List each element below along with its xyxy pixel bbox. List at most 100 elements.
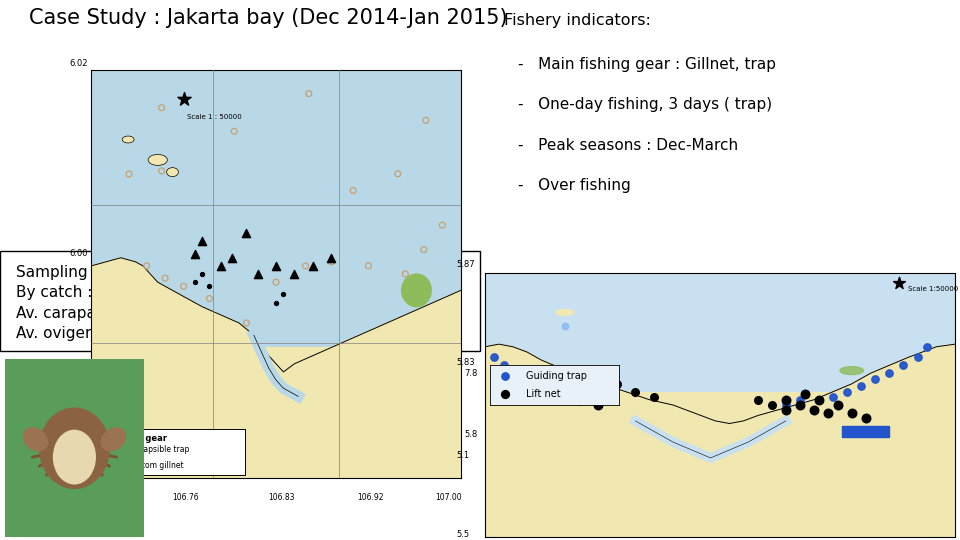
Text: Fishing gear: Fishing gear xyxy=(108,434,167,443)
Point xyxy=(779,406,794,415)
Point xyxy=(853,382,869,391)
Point xyxy=(609,380,624,388)
Point xyxy=(858,414,874,422)
Point xyxy=(829,401,846,409)
Point xyxy=(586,390,601,399)
Point xyxy=(543,382,559,391)
Point xyxy=(806,406,822,415)
Point xyxy=(227,127,242,136)
Point xyxy=(325,219,341,227)
Ellipse shape xyxy=(101,428,126,451)
Ellipse shape xyxy=(149,155,167,165)
Text: 106.76: 106.76 xyxy=(173,494,199,502)
Text: 6.00: 6.00 xyxy=(69,249,87,258)
Point xyxy=(792,401,807,409)
Text: Sampling (n = 12 vessels): Sampling (n = 12 vessels) xyxy=(16,265,217,280)
Point xyxy=(268,298,284,307)
Text: Bottom gillnet: Bottom gillnet xyxy=(129,461,183,470)
Point xyxy=(202,282,217,291)
Text: 106.67: 106.67 xyxy=(91,494,118,502)
Text: -   Peak seasons : Dec-March: - Peak seasons : Dec-March xyxy=(518,138,738,153)
Text: 5.8: 5.8 xyxy=(465,430,478,439)
Ellipse shape xyxy=(54,430,95,484)
Point xyxy=(839,388,854,396)
Point xyxy=(157,274,173,282)
Point xyxy=(419,116,434,125)
Text: 7.8: 7.8 xyxy=(465,369,478,378)
Polygon shape xyxy=(485,344,955,537)
Point xyxy=(139,261,155,270)
Point xyxy=(811,395,827,404)
Text: Case Study : Jakarta bay (Dec 2014-Jan 2015): Case Study : Jakarta bay (Dec 2014-Jan 2… xyxy=(29,8,508,28)
Point xyxy=(346,186,361,195)
Point xyxy=(268,261,284,270)
Point xyxy=(176,94,191,103)
Point xyxy=(250,270,265,279)
Text: Lift net: Lift net xyxy=(526,389,561,399)
Point xyxy=(881,369,897,377)
Point xyxy=(435,221,450,230)
Point xyxy=(571,395,587,404)
Ellipse shape xyxy=(840,367,863,375)
Text: 106.83: 106.83 xyxy=(269,494,295,502)
Text: 6.08: 6.08 xyxy=(69,381,87,390)
Point xyxy=(213,261,228,270)
Text: Av. carapace width : GN (91.8 mm) ; Trap (107.23 mm): Av. carapace width : GN (91.8 mm) ; Trap… xyxy=(16,306,436,321)
Point xyxy=(792,395,807,404)
Point xyxy=(397,270,413,279)
Text: Guiding trap: Guiding trap xyxy=(526,371,587,381)
Text: By catch : GN (1 : 0.4) ;  Trap ( 1:0.22): By catch : GN (1 : 0.4) ; Trap ( 1:0.22) xyxy=(16,285,308,300)
Ellipse shape xyxy=(167,168,178,176)
Point xyxy=(594,388,611,396)
Point xyxy=(910,353,925,362)
Point xyxy=(562,374,577,383)
Point xyxy=(562,374,577,383)
Point xyxy=(325,356,341,365)
Point xyxy=(821,409,836,417)
Point xyxy=(826,393,841,401)
Point xyxy=(487,353,502,362)
Point xyxy=(811,395,827,404)
Point xyxy=(202,294,217,303)
Point xyxy=(239,229,254,238)
Point xyxy=(298,261,313,270)
Point xyxy=(599,393,614,401)
Point xyxy=(779,395,794,404)
Ellipse shape xyxy=(23,428,48,451)
Point xyxy=(920,342,935,351)
Text: 6.17: 6.17 xyxy=(69,483,87,492)
Text: Scale 1 : 50000: Scale 1 : 50000 xyxy=(187,114,242,120)
Point xyxy=(547,369,563,377)
Point xyxy=(194,237,209,246)
Text: -   One-day fishing, 3 days ( trap): - One-day fishing, 3 days ( trap) xyxy=(518,97,773,112)
Point xyxy=(891,279,906,288)
Point xyxy=(224,253,239,262)
Point xyxy=(590,401,606,409)
Point xyxy=(416,245,431,254)
Bar xyxy=(842,426,889,437)
Point xyxy=(194,270,209,279)
Text: 5.1: 5.1 xyxy=(457,451,469,460)
Ellipse shape xyxy=(555,309,574,316)
FancyBboxPatch shape xyxy=(91,70,461,347)
Text: Collapsible trap: Collapsible trap xyxy=(129,446,189,455)
Text: 5.5: 5.5 xyxy=(457,530,469,539)
Point xyxy=(896,361,911,369)
Point xyxy=(154,166,169,175)
Polygon shape xyxy=(91,258,461,478)
Point xyxy=(844,409,859,417)
Point xyxy=(571,380,587,388)
Point xyxy=(688,116,704,124)
Text: 5.83: 5.83 xyxy=(457,359,475,367)
Ellipse shape xyxy=(39,408,109,488)
Point xyxy=(557,388,572,396)
Point xyxy=(361,261,376,270)
FancyBboxPatch shape xyxy=(91,70,461,478)
Text: 107.00: 107.00 xyxy=(435,494,462,502)
Point xyxy=(750,395,765,404)
Point xyxy=(797,390,812,399)
Point xyxy=(390,170,405,178)
FancyBboxPatch shape xyxy=(485,273,955,392)
Point xyxy=(547,369,563,377)
Text: 106.92: 106.92 xyxy=(357,494,384,502)
